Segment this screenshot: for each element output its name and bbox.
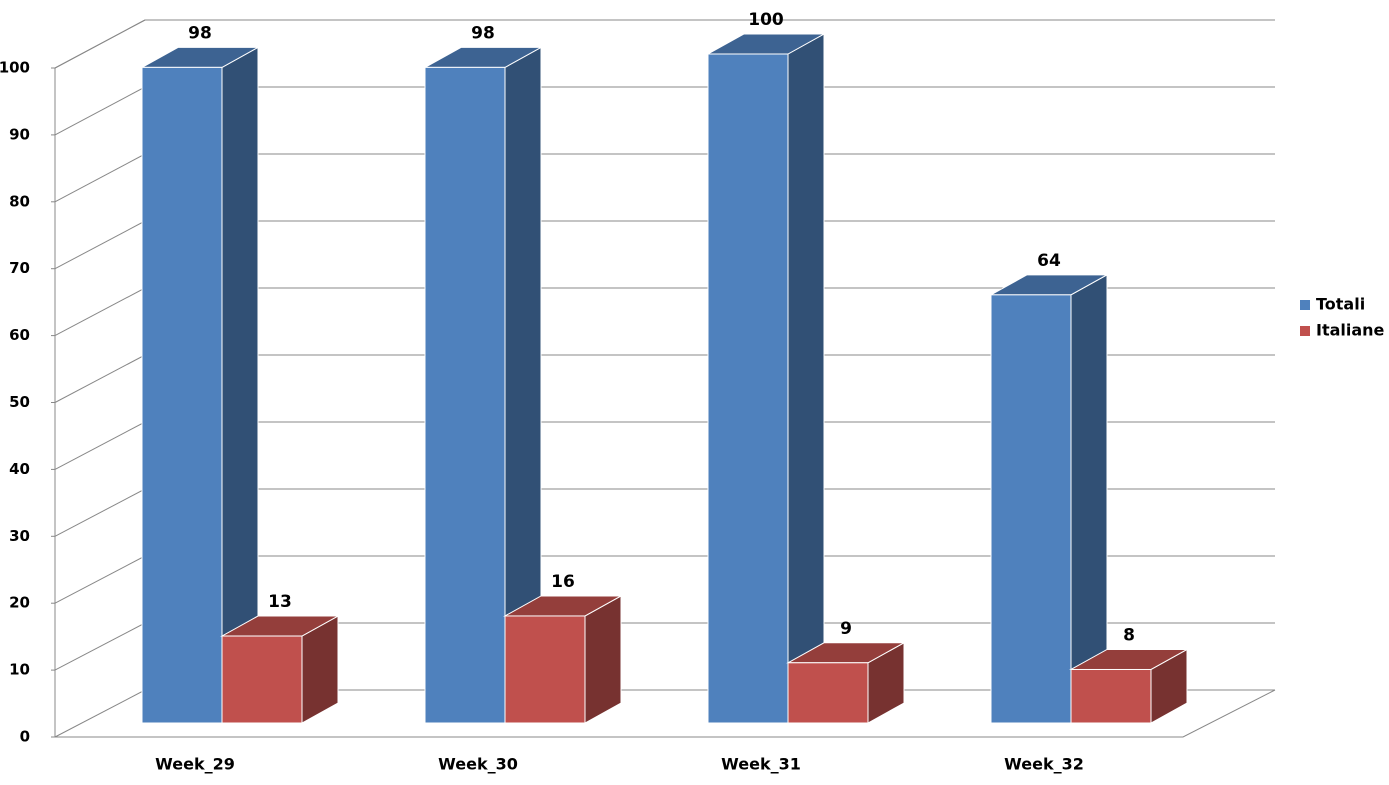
grid-diagonal <box>54 287 146 337</box>
bar <box>707 53 789 724</box>
y-tick-label: 60 <box>9 326 30 344</box>
grid-diagonal <box>54 153 146 203</box>
y-tick-label: 80 <box>9 192 30 210</box>
y-tick-label: 50 <box>9 393 30 411</box>
grid-diagonal <box>54 622 146 671</box>
y-tick-label: 30 <box>9 527 30 545</box>
y-tick-label: 20 <box>9 594 30 612</box>
bar <box>787 662 869 724</box>
y-tick-label: 90 <box>9 125 30 143</box>
y-tick-label: 100 <box>0 59 30 77</box>
legend-label: Totali <box>1316 295 1365 314</box>
bar <box>1070 668 1152 724</box>
legend-label: Italiane <box>1316 321 1385 340</box>
data-label: 16 <box>551 572 575 592</box>
grid-diagonal <box>54 19 146 69</box>
bar <box>221 635 303 724</box>
bar-side <box>787 33 825 724</box>
data-label: 8 <box>1123 625 1135 645</box>
data-label: 98 <box>188 23 212 43</box>
y-tick-label: 40 <box>9 460 30 478</box>
x-tick-label: Week_30 <box>438 755 518 774</box>
grid-diagonal <box>54 86 146 136</box>
y-tick-label: 0 <box>20 728 30 746</box>
grid-diagonal <box>54 421 146 470</box>
bar <box>504 615 586 724</box>
bar <box>990 294 1072 724</box>
grid-diagonal <box>54 488 146 537</box>
grid-diagonal <box>54 689 146 738</box>
x-tick-label: Week_31 <box>721 755 801 774</box>
x-tick-label: Week_29 <box>155 755 235 774</box>
data-label: 9 <box>840 619 852 639</box>
legend-swatch <box>1300 326 1310 336</box>
floor <box>55 689 1276 738</box>
data-label: 100 <box>748 10 784 30</box>
grid-diagonal <box>54 220 146 270</box>
data-label: 64 <box>1037 251 1061 271</box>
data-label: 98 <box>471 23 495 43</box>
x-tick-label: Week_32 <box>1004 755 1084 774</box>
y-tick-label: 70 <box>9 259 30 277</box>
bar <box>141 66 223 724</box>
grid-diagonal <box>54 555 146 604</box>
bar <box>424 66 506 724</box>
data-label: 13 <box>268 592 292 612</box>
bar-side <box>584 595 622 724</box>
y-tick-label: 10 <box>9 661 30 679</box>
legend-swatch <box>1300 300 1310 310</box>
grid-diagonal <box>54 354 146 403</box>
